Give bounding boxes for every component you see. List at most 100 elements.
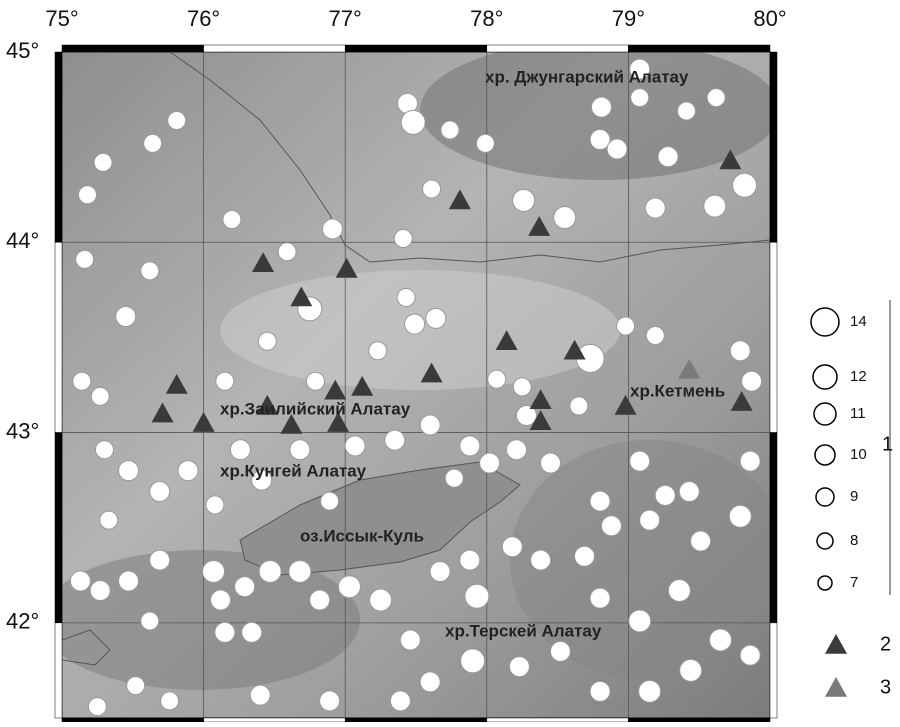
frame-bar — [770, 623, 777, 718]
legend-size-label: 11 — [850, 405, 866, 422]
earthquake — [141, 262, 159, 280]
legend-size-label: 14 — [850, 313, 867, 330]
earthquake — [704, 195, 726, 217]
earthquake — [742, 371, 762, 391]
earthquake — [460, 436, 480, 456]
earthquake — [430, 561, 450, 581]
earthquake — [461, 649, 485, 673]
earthquake — [290, 440, 310, 460]
frame-bar — [204, 718, 346, 722]
legend-circle — [815, 445, 835, 465]
earthquake — [73, 372, 91, 390]
frame-bar — [62, 718, 204, 722]
earthquake — [639, 680, 661, 702]
lon-tick-label: 78° — [470, 6, 503, 31]
earthquake — [550, 641, 570, 661]
frame-bar — [204, 45, 346, 52]
earthquake — [116, 306, 136, 326]
frame-bar — [628, 45, 770, 52]
earthquake — [513, 378, 531, 396]
earthquake — [465, 584, 489, 608]
earthquake — [161, 692, 179, 710]
earthquake — [677, 102, 695, 120]
relief-shade — [510, 440, 790, 680]
legend-station — [825, 634, 847, 654]
earthquake — [259, 560, 281, 582]
earthquake — [646, 327, 664, 345]
earthquake — [709, 629, 731, 651]
earthquake — [441, 121, 459, 139]
earthquake — [94, 153, 112, 171]
frame-bar — [55, 52, 62, 242]
earthquake — [420, 672, 440, 692]
place-label: хр.Заилийский Алатау — [220, 399, 411, 418]
earthquake — [150, 550, 170, 570]
earthquake — [729, 505, 751, 527]
earthquake — [590, 491, 610, 511]
earthquake — [601, 516, 621, 536]
earthquake — [306, 372, 324, 390]
lon-tick-label: 75° — [45, 6, 78, 31]
earthquake — [127, 677, 145, 695]
earthquake — [338, 576, 360, 598]
earthquake — [488, 370, 506, 388]
lat-tick-label: 42° — [6, 609, 39, 634]
earthquake — [76, 250, 94, 268]
earthquake — [740, 451, 760, 471]
earthquake — [531, 550, 551, 570]
earthquake — [397, 288, 415, 306]
earthquake — [629, 610, 651, 632]
lat-tick-label: 44° — [6, 228, 39, 253]
earthquake — [100, 511, 118, 529]
earthquake — [575, 546, 595, 566]
earthquake — [509, 657, 529, 677]
earthquake — [591, 97, 611, 117]
earthquake — [476, 134, 494, 152]
earthquake — [70, 571, 90, 591]
frame-bar — [770, 52, 777, 242]
earthquake — [541, 453, 561, 473]
earthquake — [320, 691, 340, 711]
earthquake — [278, 243, 296, 261]
earthquake — [631, 89, 649, 107]
lon-tick-label: 80° — [753, 6, 786, 31]
earthquake — [655, 485, 675, 505]
earthquake — [258, 332, 276, 350]
place-label: хр.Кунгей Алатау — [220, 461, 367, 480]
earthquake — [310, 590, 330, 610]
frame-bar — [770, 433, 777, 623]
earthquake — [607, 139, 627, 159]
earthquake — [513, 189, 535, 211]
frame-bar — [62, 45, 204, 52]
lon-tick-label: 79° — [612, 6, 645, 31]
earthquake — [91, 387, 109, 405]
earthquake — [370, 589, 392, 611]
earthquake — [150, 482, 170, 502]
legend-circle — [817, 533, 833, 549]
earthquake — [680, 659, 702, 681]
legend-circle — [813, 365, 837, 389]
earthquake — [554, 207, 576, 229]
lat-tick-label: 43° — [6, 418, 39, 443]
earthquake — [242, 622, 262, 642]
earthquake — [322, 219, 342, 239]
earthquake — [691, 531, 711, 551]
earthquake — [369, 342, 387, 360]
earthquake — [168, 112, 186, 130]
place-label: оз.Иссык-Куль — [300, 526, 424, 545]
legend-label: 2 — [880, 633, 891, 655]
legend-circle — [814, 403, 836, 425]
earthquake — [645, 198, 665, 218]
earthquake — [507, 440, 527, 460]
earthquake — [211, 590, 231, 610]
earthquake — [141, 612, 159, 630]
earthquake — [590, 588, 610, 608]
frame-bar — [487, 718, 629, 722]
earthquake — [445, 469, 463, 487]
earthquake — [203, 560, 225, 582]
earthquake — [658, 147, 678, 167]
earthquake — [250, 685, 270, 705]
legend-size-label: 9 — [850, 488, 858, 505]
earthquake — [460, 550, 480, 570]
lon-tick-label: 77° — [329, 6, 362, 31]
